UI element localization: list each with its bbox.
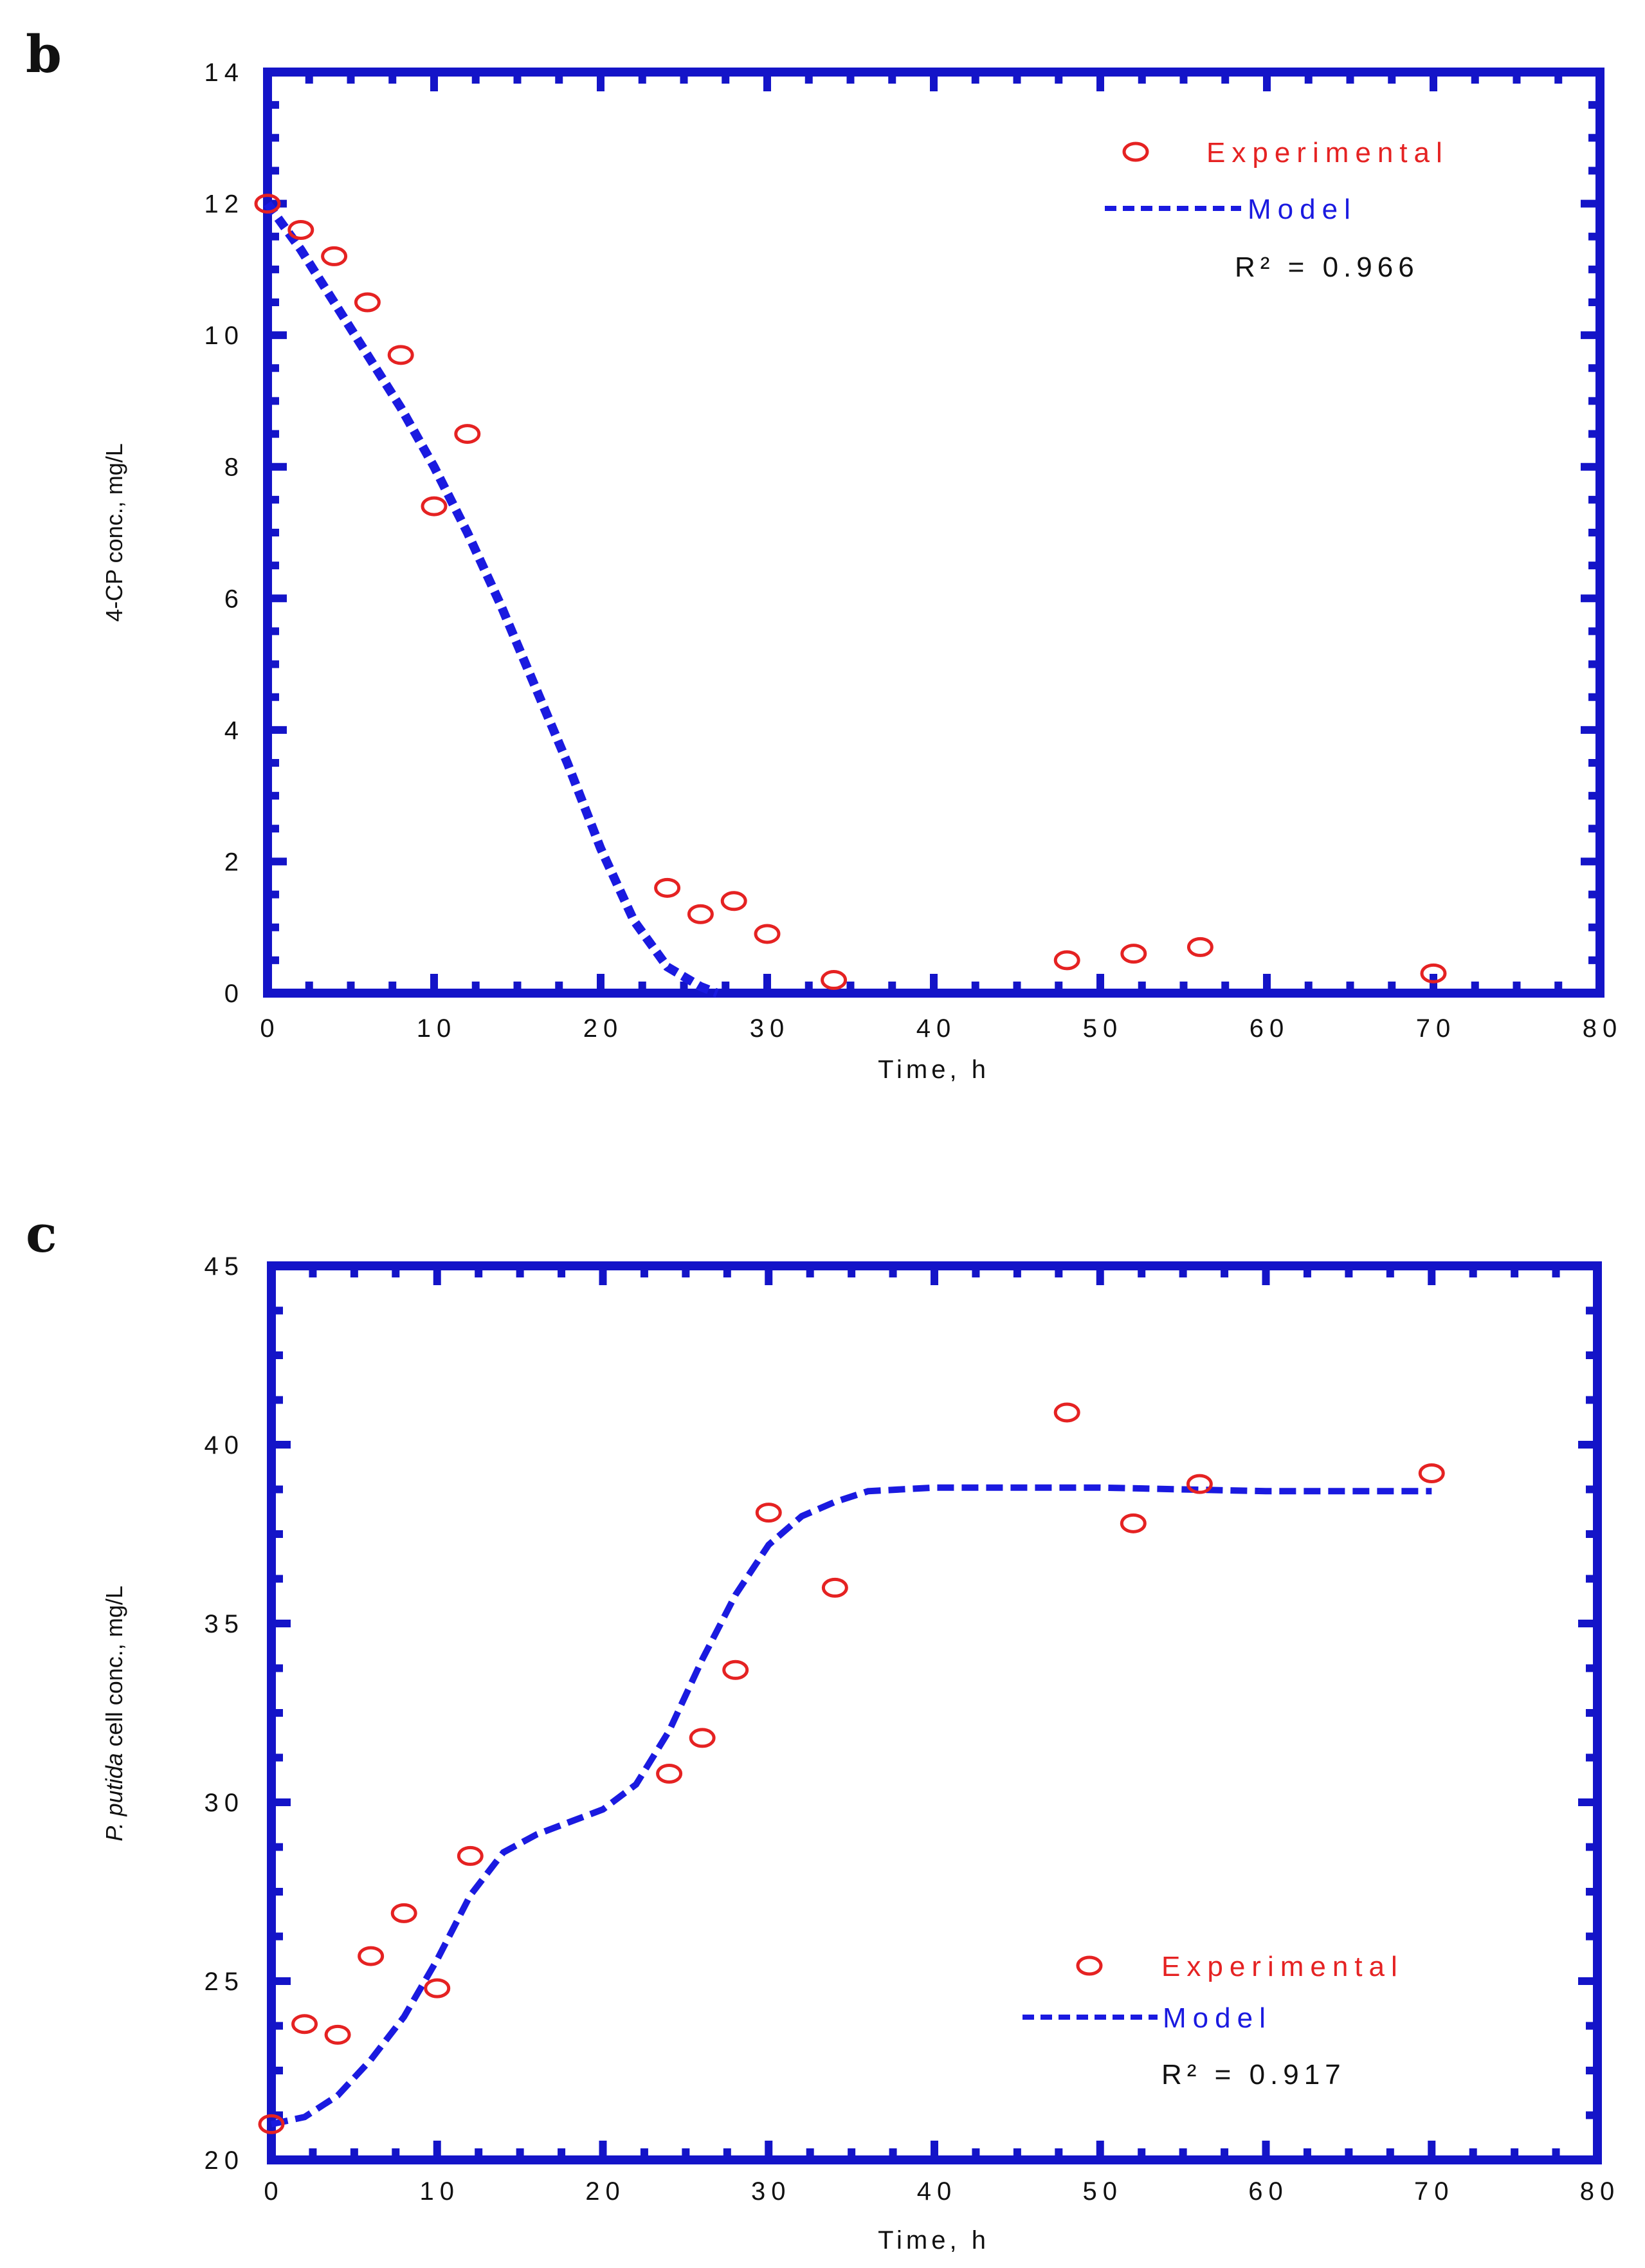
y-tick-labels-c: 20 25 30 35 40 45 bbox=[204, 1252, 245, 2175]
experimental-point bbox=[656, 1764, 683, 1784]
plot-frame-c bbox=[267, 1261, 1602, 2164]
legend-r2-b: R² = 0.966 bbox=[1235, 251, 1419, 283]
legend-b: Experimental Model R² = 0.966 bbox=[1105, 137, 1449, 283]
experimental-point bbox=[720, 891, 747, 911]
experimental-point bbox=[258, 2114, 285, 2134]
legend-label-model-c: Model bbox=[1163, 2002, 1272, 2034]
y-tick-label: 20 bbox=[204, 2146, 245, 2175]
experimental-point bbox=[1053, 1402, 1080, 1423]
experimental-point bbox=[287, 219, 314, 240]
y-tick-label: 4 bbox=[224, 717, 244, 745]
legend-marker-experimental-c bbox=[1076, 1955, 1103, 1976]
experimental-point bbox=[722, 1660, 749, 1680]
y-tick-label: 6 bbox=[224, 585, 244, 613]
experimental-point bbox=[821, 970, 848, 991]
x-tick-label: 40 bbox=[917, 2177, 958, 2206]
x-axis-title-c: Time, h bbox=[878, 2226, 990, 2254]
x-tick-label: 0 bbox=[260, 1014, 280, 1043]
y-axis-title-italic-c: P. putida bbox=[101, 1753, 127, 1841]
experimental-points-c bbox=[258, 1402, 1445, 2134]
x-tick-label: 60 bbox=[1248, 2177, 1289, 2206]
x-tick-label: 60 bbox=[1250, 1014, 1290, 1043]
experimental-point bbox=[687, 904, 714, 924]
model-line-b bbox=[264, 201, 719, 998]
experimental-point bbox=[689, 1728, 716, 1748]
experimental-point bbox=[291, 2014, 318, 2035]
experimental-point bbox=[1120, 944, 1147, 964]
experimental-point bbox=[1120, 1513, 1147, 1533]
legend-label-experimental-b: Experimental bbox=[1206, 137, 1449, 169]
experimental-point bbox=[358, 1946, 385, 1966]
experimental-point bbox=[1186, 1474, 1213, 1494]
x-tick-label: 20 bbox=[583, 1014, 624, 1043]
y-tick-label: 0 bbox=[224, 980, 244, 1008]
y-tick-label: 35 bbox=[204, 1610, 245, 1638]
x-tick-label: 80 bbox=[1583, 1014, 1623, 1043]
y-tick-label: 30 bbox=[204, 1789, 245, 1817]
experimental-point bbox=[254, 194, 281, 214]
tick-marks-c bbox=[268, 1262, 1601, 2164]
experimental-point bbox=[321, 246, 348, 266]
x-tick-label: 30 bbox=[751, 2177, 792, 2206]
legend-label-model-b: Model bbox=[1248, 194, 1357, 225]
experimental-point bbox=[354, 292, 381, 313]
experimental-point bbox=[1418, 1463, 1445, 1483]
x-tick-label: 50 bbox=[1083, 1014, 1123, 1043]
x-tick-label: 30 bbox=[750, 1014, 790, 1043]
experimental-point bbox=[457, 1845, 484, 1866]
experimental-point bbox=[387, 345, 414, 365]
experimental-point bbox=[454, 424, 481, 444]
y-tick-label: 8 bbox=[224, 453, 244, 482]
experimental-point bbox=[1186, 937, 1213, 957]
y-tick-label: 2 bbox=[224, 848, 244, 876]
x-tick-labels-c: 0 10 20 30 40 50 60 70 80 bbox=[264, 2177, 1621, 2206]
experimental-point bbox=[424, 1978, 451, 1998]
y-axis-title-rest-c: cell conc., mg/L bbox=[101, 1586, 127, 1746]
x-tick-label: 10 bbox=[417, 1014, 457, 1043]
x-tick-label: 20 bbox=[585, 2177, 626, 2206]
experimental-points-b bbox=[254, 194, 1447, 991]
legend-label-experimental-c: Experimental bbox=[1161, 1951, 1404, 1982]
tick-marks-b bbox=[264, 68, 1604, 997]
y-tick-labels-b: 0 2 4 6 8 10 12 14 bbox=[204, 59, 245, 1008]
model-line-c bbox=[270, 1484, 1432, 2128]
experimental-point bbox=[421, 496, 448, 517]
y-tick-label: 40 bbox=[204, 1431, 245, 1459]
legend-c: Experimental Model R² = 0.917 bbox=[1022, 1951, 1404, 2090]
y-tick-label: 45 bbox=[204, 1252, 245, 1281]
x-tick-label: 80 bbox=[1580, 2177, 1621, 2206]
x-tick-label: 40 bbox=[916, 1014, 957, 1043]
panel-letter-c: c bbox=[26, 1203, 57, 1264]
x-axis-title-b: Time, h bbox=[878, 1056, 990, 1084]
experimental-point bbox=[1053, 950, 1080, 971]
experimental-point bbox=[324, 2024, 351, 2045]
experimental-point bbox=[821, 1577, 848, 1598]
x-tick-label: 70 bbox=[1416, 1014, 1457, 1043]
y-tick-label: 14 bbox=[204, 59, 245, 87]
x-tick-label: 0 bbox=[264, 2177, 284, 2206]
y-tick-label: 12 bbox=[204, 190, 245, 219]
y-axis-title-c: P. putida cell conc., mg/L bbox=[101, 1586, 127, 1842]
experimental-point bbox=[755, 1503, 782, 1523]
panel-c-chart: c 0 10 20 30 40 50 60 70 80 20 25 30 35 40 45 Time, h… bbox=[26, 1203, 1621, 2254]
x-tick-label: 50 bbox=[1083, 2177, 1123, 2206]
y-tick-label: 25 bbox=[204, 1968, 245, 1996]
x-tick-labels-b: 0 10 20 30 40 50 60 70 80 bbox=[260, 1014, 1623, 1043]
x-tick-label: 70 bbox=[1414, 2177, 1455, 2206]
experimental-point bbox=[754, 924, 781, 944]
y-axis-title-b: 4-CP conc., mg/L bbox=[101, 443, 127, 621]
experimental-point bbox=[1420, 963, 1447, 983]
legend-r2-c: R² = 0.917 bbox=[1161, 2059, 1346, 2090]
legend-marker-experimental-b bbox=[1122, 142, 1149, 162]
experimental-point bbox=[390, 1903, 417, 1923]
y-tick-label: 10 bbox=[204, 322, 245, 350]
x-tick-label: 10 bbox=[420, 2177, 460, 2206]
panel-letter-b: b bbox=[26, 24, 62, 84]
experimental-point bbox=[654, 877, 681, 898]
